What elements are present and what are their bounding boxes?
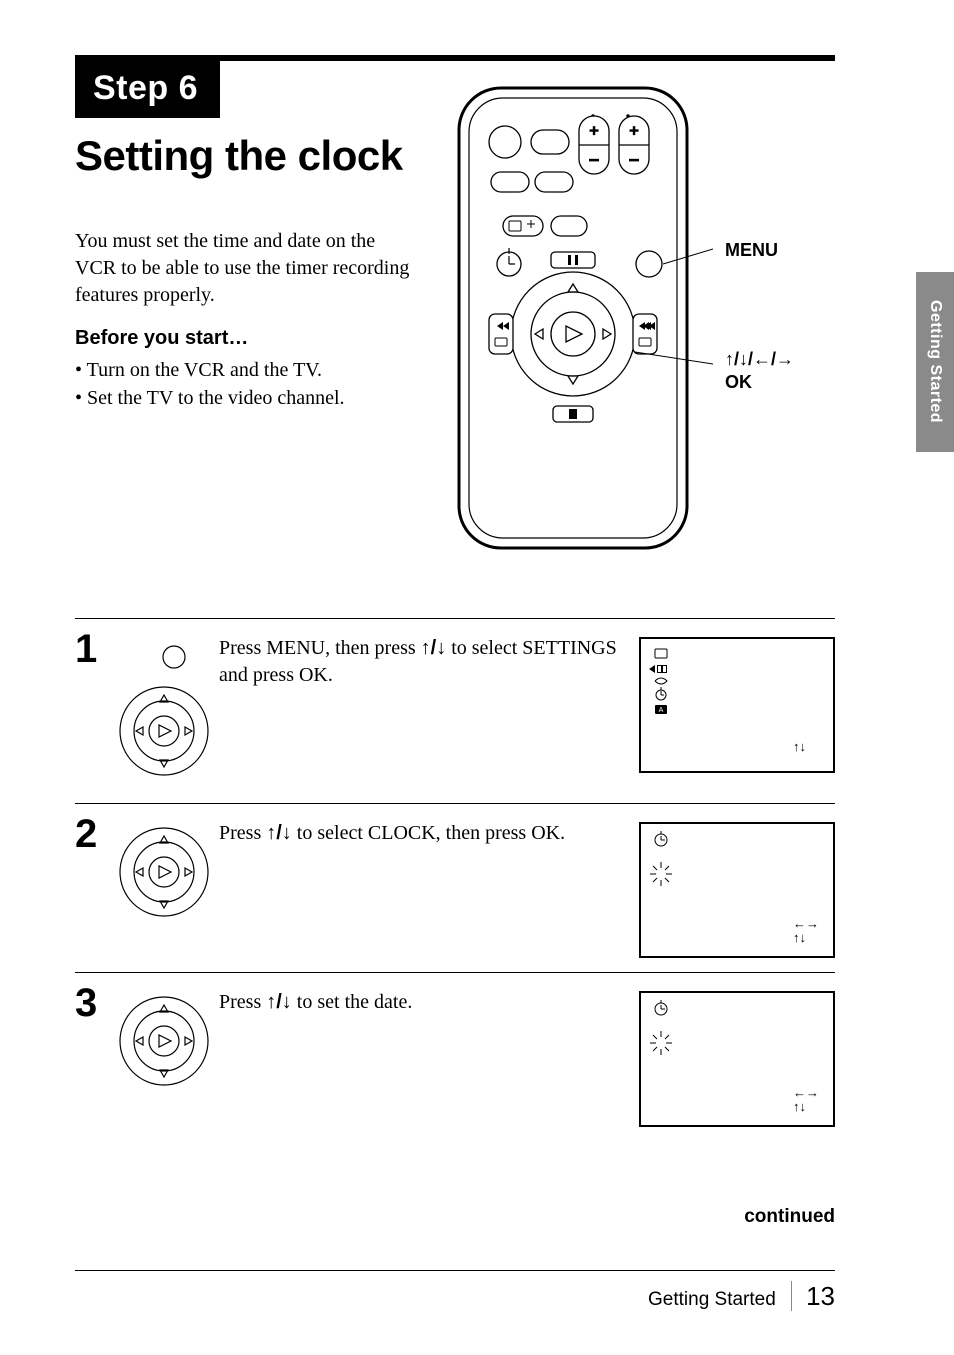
intro-paragraph: You must set the time and date on the VC… [75, 228, 415, 309]
updown-arrows-icon: ↑/↓ [421, 637, 447, 659]
step-text-pre: Press MENU, then press [219, 637, 421, 659]
step-icon [109, 818, 219, 920]
remote-svg: + − + − [453, 86, 713, 556]
step-text-pre: Press [219, 991, 266, 1013]
step-row: 3 Press ↑/↓ to set the date. [75, 972, 835, 1141]
osd-screen: ←→ ↑↓ [639, 991, 835, 1127]
steps-list: 1 Press MENU, then press ↑/↓ to select S… [75, 618, 835, 1141]
step-row: 1 Press MENU, then press ↑/↓ to select S… [75, 619, 835, 803]
updown-arrows-icon: ↑/↓ [266, 991, 292, 1013]
step-icon [109, 633, 219, 789]
page-footer: Getting Started 13 [75, 1270, 835, 1312]
step-text: Press ↑/↓ to select CLOCK, then press OK… [219, 818, 639, 847]
step-icon [109, 987, 219, 1089]
osd-menu-icon: A ↑↓ [641, 639, 833, 771]
svg-text:A: A [659, 707, 664, 714]
footer-section: Getting Started [648, 1289, 776, 1310]
dpad-with-menu-icon [116, 639, 212, 789]
svg-text:↑↓: ↑↓ [793, 930, 806, 945]
step-text-pre: Press [219, 822, 266, 844]
svg-text:←→: ←→ [793, 1085, 819, 1100]
svg-text:+: + [629, 123, 638, 140]
svg-text:←→: ←→ [793, 916, 819, 931]
dpad-icon [116, 993, 212, 1089]
step-tab: Step 6 [75, 61, 220, 118]
remote-arrows-ok-label: ↑/↓/←/→ OK [725, 348, 794, 395]
step-text-mid: to set the date. [292, 991, 413, 1013]
step-text: Press ↑/↓ to set the date. [219, 987, 639, 1016]
continued-label: continued [75, 1206, 835, 1228]
svg-text:−: − [589, 150, 600, 170]
remote-menu-label: MENU [725, 240, 778, 261]
osd-clock-icon: ←→ ↑↓ [641, 824, 833, 956]
step-text: Press MENU, then press ↑/↓ to select SET… [219, 633, 639, 689]
dpad-icon [116, 824, 212, 920]
svg-text:↑↓: ↑↓ [793, 739, 806, 754]
svg-text:+: + [589, 123, 598, 140]
osd-clock-icon: ←→ ↑↓ [641, 993, 833, 1125]
svg-text:−: − [629, 150, 640, 170]
remote-diagram: + − + − [453, 86, 853, 556]
step-row: 2 Press ↑/↓ to select CLOCK, then press … [75, 803, 835, 972]
osd-screen: A ↑↓ [639, 637, 835, 773]
step-number: 1 [75, 629, 109, 669]
footer-page-number: 13 [791, 1281, 835, 1311]
osd-screen: ←→ ↑↓ [639, 822, 835, 958]
step-text-mid: to select CLOCK, then press OK. [292, 822, 565, 844]
svg-text:↑↓: ↑↓ [793, 1099, 806, 1114]
step-number: 3 [75, 983, 109, 1023]
updown-arrows-icon: ↑/↓ [266, 822, 292, 844]
step-number: 2 [75, 814, 109, 854]
section-side-tab: Getting Started [916, 272, 954, 452]
